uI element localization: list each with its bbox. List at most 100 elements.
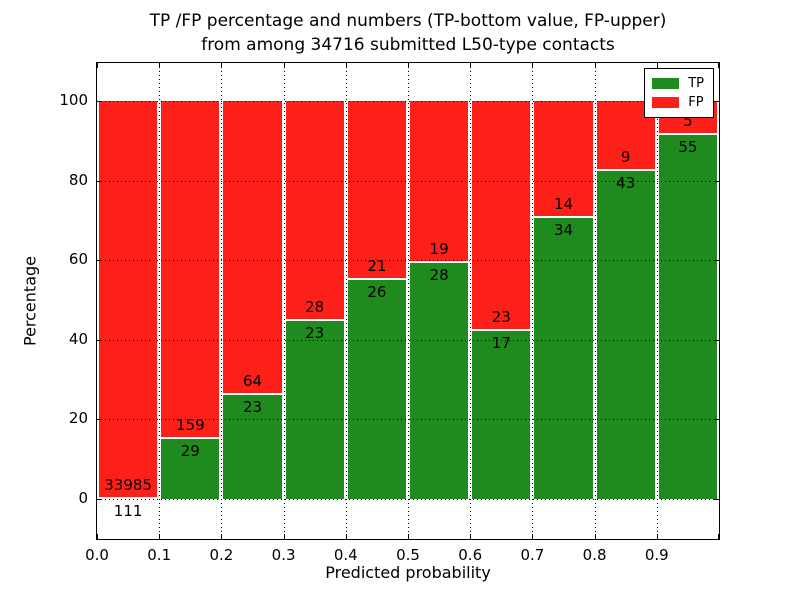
x-tick-mark	[221, 63, 223, 68]
y-tick-label: 0	[78, 489, 88, 507]
y-tick-label: 80	[68, 170, 88, 189]
legend-swatch-fp	[652, 97, 680, 108]
vertical-gridline	[221, 63, 223, 539]
bar-segment-tp	[472, 329, 531, 499]
vertical-gridline	[532, 63, 534, 539]
bar-segment-tp	[161, 437, 220, 499]
bar-label-fp: 28	[305, 297, 325, 316]
vertical-gridline	[345, 63, 347, 539]
x-tick-label: 0.3	[271, 546, 296, 564]
bar-segment-divider	[285, 318, 344, 321]
y-tick-mark	[97, 260, 102, 262]
x-tick-mark	[718, 534, 719, 539]
bar-segment-tp	[347, 278, 406, 499]
x-tick-mark	[532, 63, 534, 68]
x-tick-mark	[408, 534, 409, 539]
y-tick-mark	[714, 180, 719, 182]
bar-segment-fp	[347, 101, 406, 279]
bar-label-tp: 29	[180, 441, 200, 460]
y-tick-mark	[97, 101, 102, 102]
bar-label-tp: 17	[491, 333, 511, 352]
bar-segment-tp	[223, 393, 282, 499]
bar-segment-tp	[658, 134, 717, 499]
bar-label-fp: 21	[367, 256, 387, 275]
bar-label-fp: 64	[242, 371, 263, 390]
vertical-gridline	[656, 63, 658, 539]
x-axis-label: Predicted probability	[325, 563, 491, 582]
x-tick-mark	[97, 63, 98, 68]
bar-segment-divider	[472, 328, 531, 331]
vertical-gridline	[594, 63, 596, 539]
x-tick-mark	[532, 534, 534, 539]
y-tick-mark	[97, 499, 102, 500]
bar-segment-divider	[596, 168, 655, 171]
bar-label-tp: 34	[553, 221, 574, 240]
bar-label-fp: 5	[683, 112, 693, 131]
bar-label-fp: 33985	[104, 475, 152, 494]
x-tick-mark	[594, 63, 596, 68]
x-tick-mark	[97, 534, 98, 539]
vertical-gridline	[159, 63, 161, 539]
y-tick-mark	[714, 499, 719, 500]
bar-label-tp: 111	[113, 501, 143, 520]
x-tick-mark	[159, 63, 161, 68]
bar-label-tp: 23	[305, 323, 325, 342]
bar-segment-fp	[285, 101, 344, 320]
y-tick-mark	[97, 339, 102, 341]
x-tick-label: 0.1	[147, 546, 172, 564]
legend-swatch-tp	[652, 78, 680, 89]
x-tick-mark	[470, 63, 472, 68]
y-tick-label: 60	[68, 250, 88, 269]
bar-label-tp: 55	[678, 138, 698, 157]
y-tick-label: 20	[68, 409, 88, 428]
vertical-gridline	[408, 63, 409, 539]
x-tick-mark	[718, 63, 719, 68]
y-tick-mark	[714, 419, 719, 421]
bar-segment-fp	[223, 101, 282, 394]
x-tick-mark	[408, 63, 409, 68]
bar-segment-divider	[223, 392, 282, 395]
x-tick-mark	[656, 63, 658, 68]
bar-segment-divider	[99, 496, 158, 499]
x-tick-label: 0.6	[458, 546, 483, 564]
x-tick-label: 0.8	[582, 546, 607, 564]
bar-segment-fp	[472, 101, 531, 330]
y-tick-mark	[97, 419, 102, 421]
chart-title-line1: TP /FP percentage and numbers (TP-bottom…	[149, 11, 667, 31]
bar-label-tp: 26	[367, 282, 387, 301]
x-tick-label: 0.4	[333, 546, 358, 564]
vertical-gridline	[283, 63, 285, 539]
x-tick-label: 0.9	[644, 546, 669, 564]
legend-label: FP	[688, 95, 704, 110]
bar-label-tp: 23	[242, 397, 263, 416]
x-tick-mark	[594, 534, 596, 539]
legend-item-fp: FP	[652, 93, 704, 112]
plot-area: TP FP 33985 111 159 29 64 23 28 23 21 26 19 28 23 17 14…	[96, 62, 720, 540]
x-tick-mark	[283, 534, 285, 539]
bar-segment-fp	[161, 101, 220, 438]
bar-segment-tp	[285, 319, 344, 499]
x-tick-mark	[470, 534, 472, 539]
bar-segment-fp	[99, 101, 158, 498]
y-axis-label: Percentage	[20, 255, 40, 347]
bar-label-tp: 28	[429, 265, 449, 284]
chart-title: TP /FP percentage and numbers (TP-bottom…	[96, 9, 720, 57]
bar-label-fp: 19	[429, 239, 449, 258]
x-tick-mark	[159, 534, 161, 539]
chart-title-line2: from among 34716 submitted L50-type cont…	[201, 35, 615, 55]
x-tick-label: 0.5	[396, 546, 420, 564]
x-tick-label: 0.0	[85, 546, 109, 564]
x-tick-mark	[345, 63, 347, 68]
bar-segment-tp	[410, 261, 469, 499]
bar-label-fp: 14	[553, 195, 574, 214]
vertical-gridline	[470, 63, 472, 539]
legend-item-tp: TP	[652, 74, 704, 93]
bar-segment-divider	[161, 436, 220, 439]
bar-segment-divider	[410, 260, 469, 263]
bar-segment-divider	[534, 216, 593, 219]
y-tick-mark	[97, 180, 102, 182]
bar-label-fp: 159	[175, 415, 205, 434]
x-tick-mark	[345, 534, 347, 539]
y-tick-mark	[714, 101, 719, 102]
bar-label-fp: 23	[491, 307, 511, 326]
